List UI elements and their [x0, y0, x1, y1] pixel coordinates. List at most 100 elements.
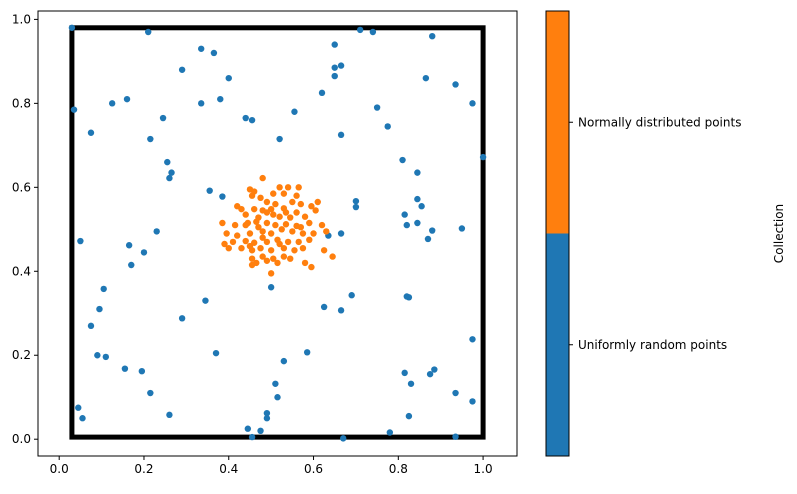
scatter-point	[399, 156, 406, 164]
scatter-point	[297, 200, 305, 208]
x-tick-label: 0.4	[219, 462, 238, 476]
scatter-point	[246, 242, 254, 250]
scatter-point	[318, 221, 326, 229]
scatter-point	[469, 398, 476, 405]
scatter-point	[210, 49, 218, 57]
scatter-point	[274, 394, 281, 401]
scatter-point	[301, 259, 309, 267]
scatter-point	[267, 230, 275, 237]
scatter-point	[242, 114, 249, 122]
scatter-point	[331, 64, 338, 71]
scatter-point	[234, 232, 241, 239]
scatter-point	[223, 230, 230, 237]
scatter-point	[314, 198, 321, 206]
scatter-point	[159, 114, 167, 122]
scatter-point	[263, 198, 271, 206]
scatter-point	[293, 192, 300, 199]
scatter-point	[250, 205, 258, 213]
scatter-point	[272, 200, 279, 208]
y-tick-label: 0.6	[12, 180, 31, 194]
scatter-point	[242, 211, 249, 218]
scatter-point	[219, 193, 226, 200]
scatter-point	[248, 255, 256, 262]
scatter-point	[121, 365, 129, 372]
scatter-point	[96, 305, 103, 313]
colorbar-segment	[546, 11, 569, 234]
scatter-point	[289, 198, 296, 206]
scatter-point	[70, 106, 78, 113]
scatter-point	[259, 234, 266, 241]
axes-frame	[37, 10, 518, 457]
scatter-point	[287, 255, 294, 262]
scatter-point	[238, 205, 245, 213]
scatter-point	[125, 242, 133, 249]
scatter-point	[452, 81, 459, 88]
scatter-point	[68, 24, 76, 31]
colorbar: Uniformly random points Normally distribu…	[545, 10, 786, 457]
series-uniform	[68, 24, 487, 442]
scatter-point	[272, 221, 279, 229]
scatter-point	[301, 213, 309, 220]
scatter-point	[87, 129, 95, 136]
scatter-point	[469, 336, 476, 343]
scatter-point	[405, 412, 413, 420]
scatter-point	[225, 244, 232, 252]
scatter-point	[198, 100, 205, 107]
y-tick-label: 0.4	[12, 264, 31, 278]
scatter-point	[356, 26, 364, 34]
scatter-point	[178, 66, 186, 73]
bounding-rectangle	[69, 25, 486, 440]
scatter-point	[257, 244, 264, 252]
x-tick-label: 1.0	[474, 462, 493, 476]
scatter-point	[337, 307, 345, 314]
scatter-point	[278, 226, 285, 233]
scatter-point	[429, 32, 436, 40]
scatter-point	[373, 104, 381, 111]
scatter-point	[386, 429, 394, 436]
scatter-point	[384, 123, 391, 130]
scatter-point	[225, 74, 232, 82]
series-normal	[219, 174, 336, 277]
x-axis: 0.0 0.2 0.4 0.6 0.8 1.0	[50, 456, 493, 476]
scatter-point	[75, 404, 82, 411]
scatter-point	[340, 435, 347, 442]
scatter-point	[458, 225, 466, 232]
scatter-point	[407, 380, 415, 387]
scatter-point	[263, 238, 271, 246]
scatter-point	[426, 370, 434, 378]
scatter-point	[414, 169, 421, 176]
colorbar-label: Collection	[772, 204, 786, 263]
scatter-point	[166, 174, 173, 182]
scatter-point	[257, 427, 264, 435]
scatter-point	[128, 261, 135, 269]
y-axis: 0.0 0.2 0.4 0.6 0.8 1.0	[12, 12, 38, 446]
scatter-point	[253, 218, 260, 225]
scatter-point	[291, 108, 298, 115]
scatter-point	[168, 169, 175, 176]
scatter-point	[276, 213, 283, 220]
scatter-point	[259, 174, 266, 182]
colorbar-tick-label: Normally distributed points	[578, 115, 741, 129]
scatter-point	[310, 230, 317, 237]
scatter-point	[276, 184, 283, 191]
scatter-point	[259, 253, 266, 260]
scatter-point	[229, 238, 237, 246]
scatter-point	[352, 197, 360, 205]
scatter-point	[255, 224, 262, 231]
scatter-point	[431, 366, 438, 373]
scatter-point	[337, 131, 345, 139]
colorbar-frame	[545, 10, 570, 457]
scatter-point	[284, 238, 292, 246]
y-tick-label: 0.2	[12, 348, 31, 362]
scatter-point	[337, 230, 345, 237]
scatter-point	[257, 194, 264, 202]
scatter-point	[414, 195, 421, 203]
y-tick-label: 1.0	[12, 12, 31, 26]
scatter-point	[244, 425, 252, 432]
scatter-point	[289, 228, 296, 235]
scatter-point	[274, 259, 281, 267]
scatter-point	[153, 228, 160, 235]
scatter-point	[276, 135, 283, 143]
colorbar-segment	[546, 233, 569, 456]
